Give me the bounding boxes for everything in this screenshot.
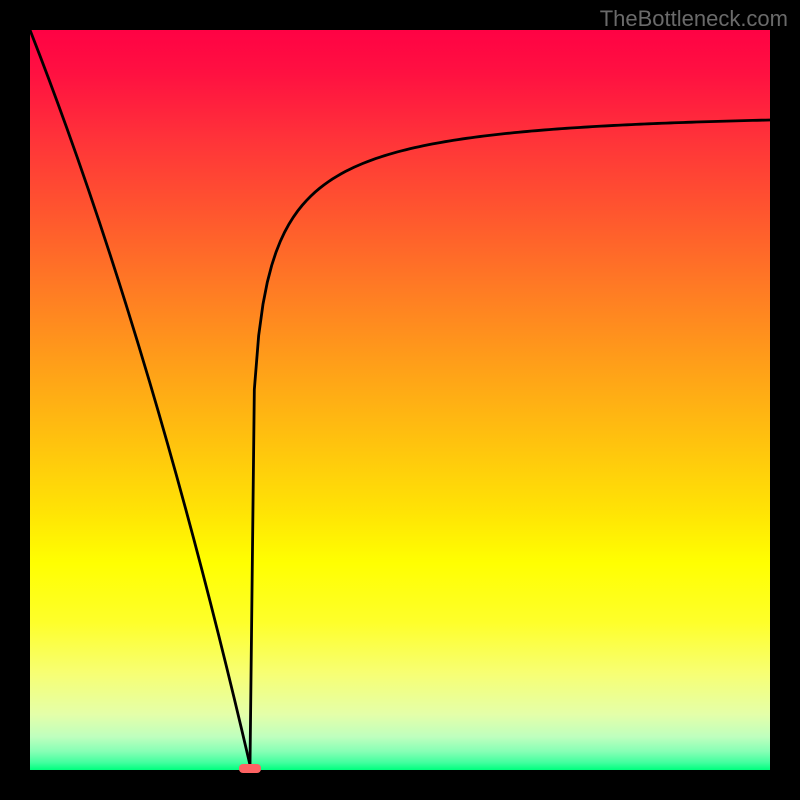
optimal-point-marker — [239, 764, 261, 773]
bottleneck-curve — [30, 30, 770, 770]
watermark-text: TheBottleneck.com — [600, 6, 788, 32]
plot-area — [30, 30, 770, 770]
